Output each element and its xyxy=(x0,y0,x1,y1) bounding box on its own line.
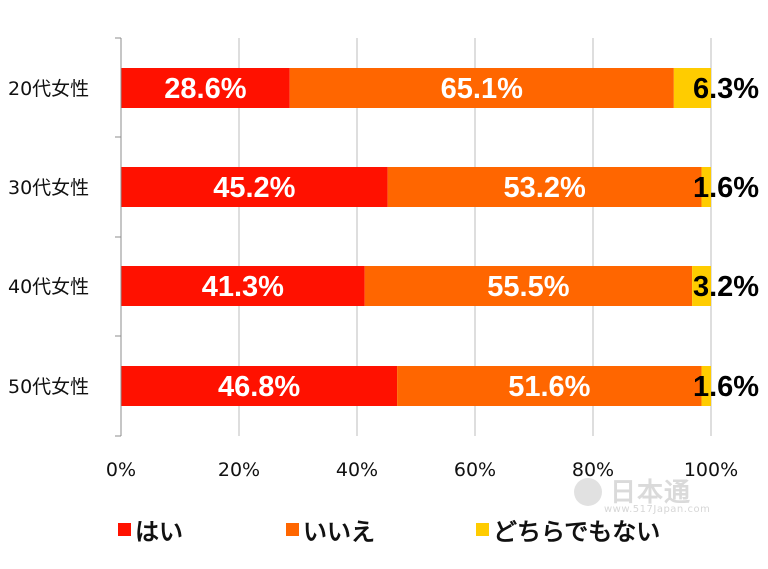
data-labels: 28.6% 65.1% 6.3% 45.2% 53.2% 1.6% 41.3% 55.5% 3.… xyxy=(164,73,759,403)
x-tick-label: 40% xyxy=(336,459,378,481)
x-tick-label: 60% xyxy=(454,459,496,481)
bar-segment xyxy=(692,266,711,306)
legend-item-iie: いいえ xyxy=(286,512,375,547)
x-tick-label: 0% xyxy=(106,459,136,481)
data-label: 3.2% xyxy=(693,271,759,303)
category-label: 30代女性 xyxy=(8,177,89,199)
legend-swatch-dochira xyxy=(476,523,489,536)
legend-swatch-hai xyxy=(118,523,131,536)
bar-segment xyxy=(289,68,674,108)
legend-label-dochira: どちらでもない xyxy=(493,518,661,546)
data-label: 6.3% xyxy=(693,73,759,105)
bar-segment xyxy=(673,68,711,108)
bars xyxy=(121,68,711,406)
bar-segment xyxy=(397,366,702,406)
data-label: 65.1% xyxy=(441,73,523,105)
bar-segment xyxy=(121,266,365,306)
category-label: 20代女性 xyxy=(8,78,89,100)
data-label: 53.2% xyxy=(504,172,586,204)
data-label: 51.6% xyxy=(508,371,590,403)
axes: 0% 20% 40% 60% 80% 100% 20代女性 30代女性 40代女性 50代女性 xyxy=(8,37,738,481)
x-tick-label: 20% xyxy=(218,459,260,481)
data-label: 1.6% xyxy=(693,172,759,204)
data-label: 28.6% xyxy=(164,73,246,105)
legend-swatch-iie xyxy=(286,523,299,536)
bar-segment xyxy=(121,366,398,406)
bar-segment xyxy=(387,167,702,207)
x-tick-label: 100% xyxy=(684,459,738,481)
data-label: 1.6% xyxy=(693,371,759,403)
bar-segment xyxy=(701,366,711,406)
bar-segment xyxy=(121,68,290,108)
category-label: 50代女性 xyxy=(8,376,89,398)
bar-segment xyxy=(701,167,711,207)
legend-label-iie: いいえ xyxy=(303,518,375,546)
category-label: 40代女性 xyxy=(8,276,89,298)
x-tick-label: 80% xyxy=(572,459,614,481)
legend-item-hai: はい xyxy=(118,512,183,547)
data-label: 41.3% xyxy=(202,271,284,303)
data-label: 46.8% xyxy=(218,371,300,403)
watermark-logo-icon xyxy=(574,478,602,506)
legend: はい いいえ どちらでもない xyxy=(118,512,738,548)
bar-segment xyxy=(121,167,388,207)
watermark: 日本通 www.517Japan.com xyxy=(574,472,714,516)
data-label: 45.2% xyxy=(213,172,295,204)
legend-label-hai: はい xyxy=(135,518,183,546)
watermark-url: www.517Japan.com xyxy=(604,504,711,515)
legend-item-dochira: どちらでもない xyxy=(476,512,660,547)
bar-segment xyxy=(364,266,693,306)
watermark-text: 日本通 xyxy=(610,478,692,508)
data-label: 55.5% xyxy=(487,271,569,303)
